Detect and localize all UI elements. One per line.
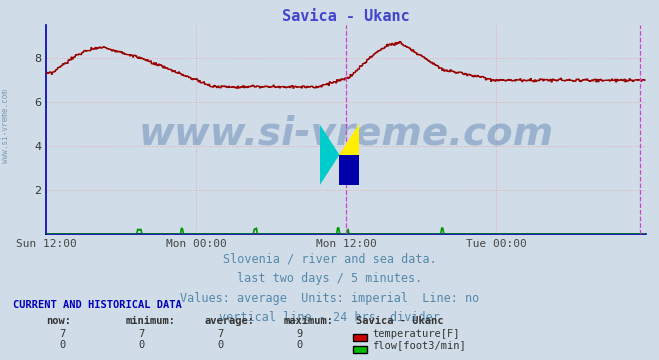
Text: 0: 0 bbox=[217, 341, 223, 351]
Text: 7: 7 bbox=[59, 329, 65, 339]
Text: average:: average: bbox=[204, 316, 254, 326]
Text: 9: 9 bbox=[297, 329, 302, 339]
Text: temperature[F]: temperature[F] bbox=[372, 329, 460, 339]
Text: www.si-vreme.com: www.si-vreme.com bbox=[1, 89, 10, 163]
Title: Savica - Ukanc: Savica - Ukanc bbox=[282, 9, 410, 24]
Text: 7: 7 bbox=[217, 329, 223, 339]
Polygon shape bbox=[320, 124, 339, 185]
Text: vertical line - 24 hrs  divider: vertical line - 24 hrs divider bbox=[219, 311, 440, 324]
Polygon shape bbox=[339, 124, 359, 155]
Text: 7: 7 bbox=[138, 329, 144, 339]
Text: 0: 0 bbox=[59, 341, 65, 351]
Text: now:: now: bbox=[46, 316, 71, 326]
Text: Slovenia / river and sea data.: Slovenia / river and sea data. bbox=[223, 252, 436, 265]
Text: maximum:: maximum: bbox=[283, 316, 333, 326]
Text: 0: 0 bbox=[297, 341, 302, 351]
Text: 0: 0 bbox=[138, 341, 144, 351]
Text: Values: average  Units: imperial  Line: no: Values: average Units: imperial Line: no bbox=[180, 292, 479, 305]
Text: minimum:: minimum: bbox=[125, 316, 175, 326]
Polygon shape bbox=[339, 155, 359, 185]
Text: flow[foot3/min]: flow[foot3/min] bbox=[372, 341, 466, 351]
Text: www.si-vreme.com: www.si-vreme.com bbox=[138, 115, 554, 153]
Text: CURRENT AND HISTORICAL DATA: CURRENT AND HISTORICAL DATA bbox=[13, 300, 182, 310]
Text: Savica - Ukanc: Savica - Ukanc bbox=[356, 316, 444, 326]
Text: last two days / 5 minutes.: last two days / 5 minutes. bbox=[237, 272, 422, 285]
